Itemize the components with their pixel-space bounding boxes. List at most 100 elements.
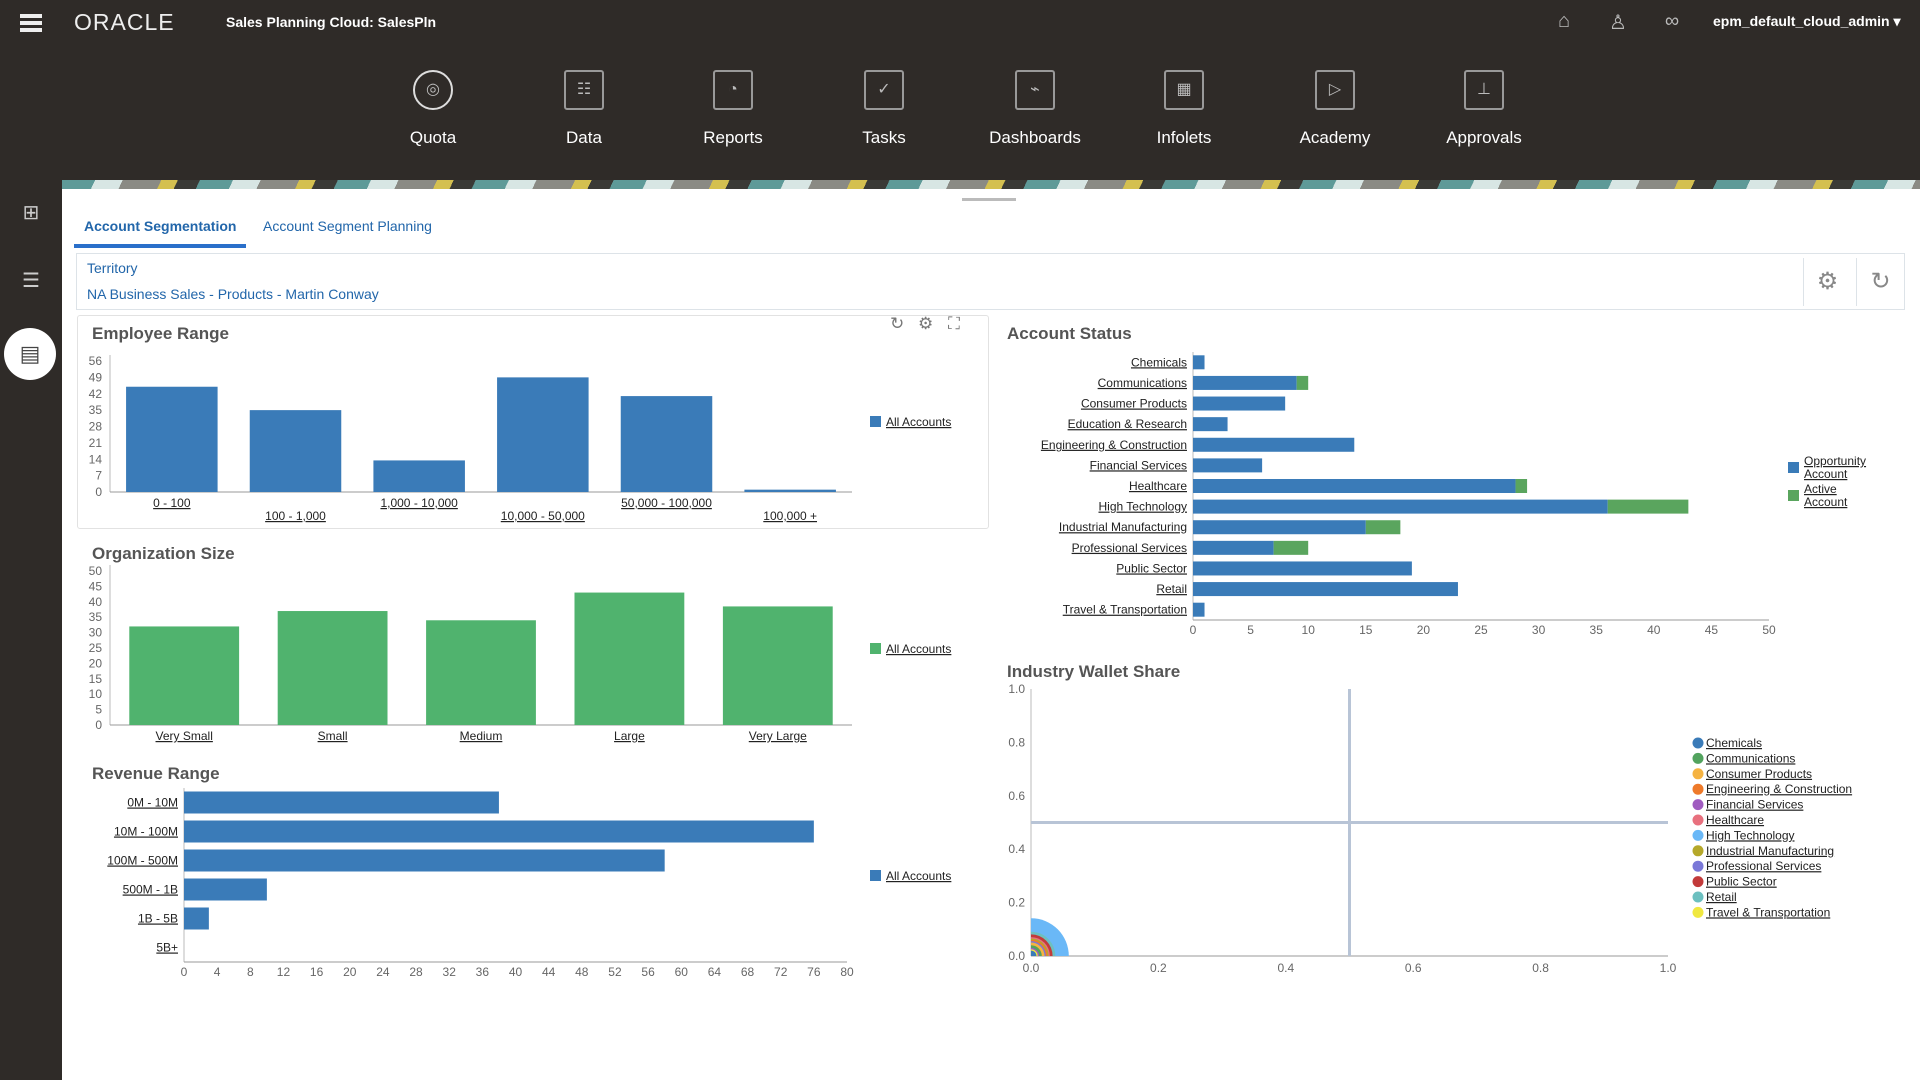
nav-label: Approvals (1446, 128, 1522, 147)
y-category-label[interactable]: 0M - 10M (127, 796, 178, 810)
employee-range-panel (77, 315, 989, 529)
y-category-label[interactable]: Healthcare (1129, 479, 1187, 493)
legend-item[interactable]: All Accounts (886, 642, 951, 656)
x-category-label[interactable]: 1,000 - 10,000 (380, 496, 458, 510)
x-category-label[interactable]: Very Large (749, 729, 807, 743)
y-category-label[interactable]: 100M - 500M (107, 854, 178, 868)
bar-Healthcare-opportunity (1193, 479, 1516, 493)
y-category-label[interactable]: Professional Services (1072, 541, 1187, 555)
bar-500M - 1B (184, 878, 267, 901)
legend-marker (1692, 906, 1704, 918)
settings-icon[interactable]: ⚙ (1803, 258, 1851, 306)
legend-item[interactable]: Active (1804, 482, 1837, 496)
legend-item[interactable]: Healthcare (1706, 813, 1764, 827)
refresh-icon[interactable]: ↻ (1856, 258, 1904, 306)
x-tick-label: 4 (214, 965, 221, 979)
legend-item[interactable]: All Accounts (886, 415, 951, 429)
y-category-label[interactable]: 1B - 5B (138, 912, 178, 926)
x-category-label[interactable]: 0 - 100 (153, 496, 191, 510)
nav-quota[interactable]: ◎ Quota (358, 70, 508, 148)
bar-Very Large (722, 606, 833, 725)
nav-label: Quota (409, 128, 457, 147)
nav-dashboards[interactable]: ⌁ Dashboards (960, 70, 1110, 148)
y-category-label[interactable]: Industrial Manufacturing (1059, 520, 1187, 534)
y-category-label[interactable]: Public Sector (1116, 561, 1187, 575)
y-category-label[interactable]: Engineering & Construction (1041, 438, 1187, 452)
x-tick-label: 0 (1190, 623, 1197, 637)
y-tick-label: 40 (89, 595, 103, 609)
accessibility-icon[interactable]: ♙ (1609, 12, 1627, 34)
user-menu[interactable]: epm_default_cloud_admin ▾ (1713, 13, 1901, 29)
legend-item[interactable]: High Technology (1706, 828, 1795, 842)
x-tick-label: 8 (247, 965, 254, 979)
legend-item[interactable]: Travel & Transportation (1706, 905, 1830, 919)
refresh-icon[interactable]: ↻ (890, 314, 905, 333)
y-category-label[interactable]: 500M - 1B (123, 883, 178, 897)
x-tick-label: 15 (1359, 623, 1373, 637)
nav-data[interactable]: ☷ Data (509, 70, 659, 148)
home-icon[interactable]: ⌂ (1557, 10, 1571, 32)
x-category-label[interactable]: 100 - 1,000 (265, 509, 326, 523)
list-icon[interactable]: ☰ (22, 270, 40, 292)
x-category-label[interactable]: 50,000 - 100,000 (621, 496, 712, 510)
x-category-label[interactable]: Medium (460, 729, 503, 743)
bar-10M - 100M (184, 820, 814, 843)
dashboards-icon: ⌁ (1015, 70, 1055, 110)
bar-Professional Services-active (1273, 540, 1309, 555)
legend-item[interactable]: Public Sector (1706, 875, 1777, 889)
legend-item[interactable]: Account (1804, 467, 1848, 481)
legend-item[interactable]: Engineering & Construction (1706, 782, 1852, 796)
nav-approvals[interactable]: ⊥ Approvals (1409, 70, 1559, 148)
nav-infolets[interactable]: ▦ Infolets (1109, 70, 1259, 148)
collapse-handle[interactable] (962, 198, 1016, 201)
navigator-icon[interactable]: ∞ (1664, 10, 1680, 32)
y-category-label[interactable]: Travel & Transportation (1063, 603, 1187, 617)
legend-item[interactable]: Financial Services (1706, 798, 1803, 812)
x-tick-label: 5 (1247, 623, 1254, 637)
nav-tasks[interactable]: ✓ Tasks (809, 70, 959, 148)
legend-item[interactable]: Communications (1706, 751, 1795, 765)
y-category-label[interactable]: 5B+ (156, 941, 178, 955)
reports-icon: ◔ (713, 70, 753, 110)
y-tick-label: 35 (89, 610, 103, 624)
dashboard-icon[interactable]: ▤ (4, 328, 56, 380)
x-category-label[interactable]: Very Small (156, 729, 213, 743)
nav-reports[interactable]: ◔ Reports (658, 70, 808, 148)
hierarchy-icon[interactable]: ⊞ (22, 202, 40, 224)
y-category-label[interactable]: Retail (1156, 582, 1187, 596)
legend-item[interactable]: Chemicals (1706, 736, 1762, 750)
legend-marker (1692, 737, 1704, 749)
x-tick-label: 24 (376, 965, 390, 979)
nav-academy[interactable]: ▷ Academy (1260, 70, 1410, 148)
y-category-label[interactable]: High Technology (1098, 500, 1187, 514)
tab-account-segment-planning[interactable]: Account Segment Planning (263, 218, 432, 234)
legend-item[interactable]: Account (1804, 495, 1848, 509)
app-title: Sales Planning Cloud: SalesPln (226, 14, 437, 30)
legend-marker (1692, 768, 1704, 780)
pov-value[interactable]: NA Business Sales - Products - Martin Co… (87, 286, 379, 302)
legend-item[interactable]: Professional Services (1706, 859, 1821, 873)
y-category-label[interactable]: Financial Services (1090, 458, 1187, 472)
y-category-label[interactable]: Consumer Products (1081, 397, 1187, 411)
legend-item[interactable]: Industrial Manufacturing (1706, 844, 1834, 858)
legend-item[interactable]: Opportunity (1804, 454, 1866, 468)
bar-50,000 - 100,000 (620, 396, 713, 492)
x-category-label[interactable]: Large (614, 729, 645, 743)
y-category-label[interactable]: Education & Research (1068, 417, 1187, 431)
menu-icon[interactable] (20, 14, 42, 32)
legend-item[interactable]: Consumer Products (1706, 767, 1812, 781)
bar-Communications-active (1296, 375, 1309, 390)
y-category-label[interactable]: Chemicals (1131, 355, 1187, 369)
maximize-icon[interactable]: ⛶ (948, 314, 960, 333)
x-tick-label: 20 (343, 965, 357, 979)
settings-icon[interactable]: ⚙ (918, 314, 934, 333)
x-category-label[interactable]: 10,000 - 50,000 (501, 509, 585, 523)
x-category-label[interactable]: 100,000 + (763, 509, 817, 523)
legend-item[interactable]: All Accounts (886, 869, 951, 883)
y-category-label[interactable]: 10M - 100M (114, 825, 178, 839)
y-tick-label: 45 (89, 579, 103, 593)
y-category-label[interactable]: Communications (1098, 376, 1187, 390)
x-category-label[interactable]: Small (318, 729, 348, 743)
tab-account-segmentation[interactable]: Account Segmentation (74, 218, 247, 248)
legend-item[interactable]: Retail (1706, 890, 1737, 904)
